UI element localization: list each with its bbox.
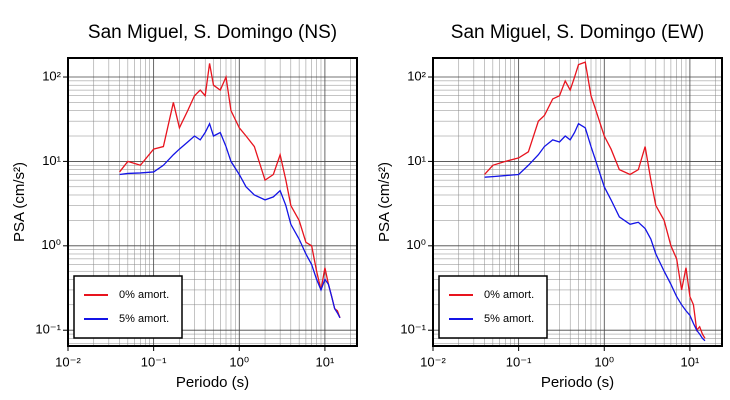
panel: San Miguel, S. Domingo (EW) Periodo (s) PS… bbox=[376, 22, 723, 391]
y-tick-label: 10² bbox=[407, 68, 426, 83]
series-line bbox=[484, 61, 706, 339]
x-tick-label: 10⁰ bbox=[594, 354, 614, 369]
x-axis-label: Periodo (s) bbox=[176, 374, 249, 391]
series-line bbox=[119, 121, 341, 319]
plot-frame bbox=[67, 57, 358, 347]
panel: San Miguel, S. Domingo (NS) Periodo (s) PS… bbox=[11, 22, 358, 391]
chart-title: San Miguel, S. Domingo (NS) bbox=[88, 22, 337, 43]
chart-title: San Miguel, S. Domingo (EW) bbox=[451, 22, 704, 43]
x-tick-label: 10⁻² bbox=[420, 354, 446, 369]
plot-frame bbox=[432, 57, 723, 347]
x-axis-label: Periodo (s) bbox=[541, 374, 614, 391]
y-tick-label: 10⁰ bbox=[41, 237, 61, 252]
x-tick-label: 10⁰ bbox=[229, 354, 249, 369]
y-tick-label: 10¹ bbox=[407, 153, 426, 168]
legend-label: 0% amort. bbox=[484, 289, 534, 301]
legend-box bbox=[438, 275, 548, 339]
legend: 0% amort. 5% amort. bbox=[73, 275, 183, 339]
y-axis-label: PSA (cm/s²) bbox=[376, 162, 393, 242]
x-tick-label: 10¹ bbox=[681, 354, 700, 369]
x-tick-label: 10¹ bbox=[316, 354, 335, 369]
y-tick-label: 10¹ bbox=[42, 153, 61, 168]
legend: 0% amort. 5% amort. bbox=[438, 275, 548, 339]
x-tick-label: 10⁻¹ bbox=[141, 354, 167, 369]
y-tick-label: 10² bbox=[42, 68, 61, 83]
y-tick-label: 10⁻¹ bbox=[35, 322, 61, 337]
y-axis-label: PSA (cm/s²) bbox=[11, 162, 28, 242]
series-line bbox=[119, 63, 341, 319]
legend-label: 0% amort. bbox=[119, 289, 169, 301]
x-tick-label: 10⁻² bbox=[55, 354, 81, 369]
series-line bbox=[484, 122, 706, 342]
x-tick-label: 10⁻¹ bbox=[506, 354, 532, 369]
y-tick-label: 10⁰ bbox=[406, 237, 426, 252]
legend-label: 5% amort. bbox=[484, 313, 534, 325]
legend-label: 5% amort. bbox=[119, 313, 169, 325]
y-tick-label: 10⁻¹ bbox=[400, 322, 426, 337]
legend-box bbox=[73, 275, 183, 339]
